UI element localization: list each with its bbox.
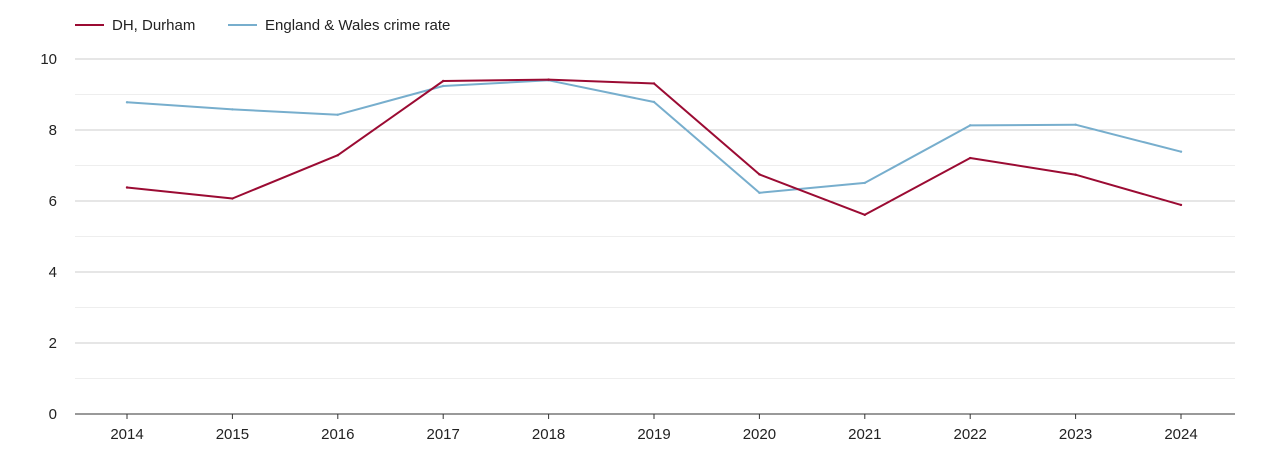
- data-point-durham: [336, 154, 339, 157]
- data-point-durham: [758, 173, 761, 176]
- legend-item-durham: DH, Durham: [75, 17, 195, 34]
- y-tick-label: 6: [49, 193, 57, 210]
- x-tick-label: 2019: [637, 426, 670, 443]
- data-point-england-wales: [1074, 123, 1077, 126]
- y-tick-label: 2: [49, 335, 57, 352]
- series-line-durham: [126, 78, 1182, 216]
- data-point-durham: [652, 82, 656, 85]
- data-point-england-wales: [442, 84, 445, 88]
- x-tick-label: 2023: [1059, 426, 1092, 443]
- x-tick-label: 2015: [216, 426, 249, 443]
- data-point-durham: [863, 213, 866, 217]
- data-point-durham: [231, 197, 234, 200]
- x-tick-label: 2016: [321, 426, 354, 443]
- x-tick-label: 2024: [1164, 426, 1197, 443]
- x-tick-label: 2021: [848, 426, 881, 443]
- legend-label-durham: DH, Durham: [112, 17, 195, 34]
- y-tick-label: 0: [49, 406, 57, 423]
- data-point-england-wales: [969, 124, 972, 127]
- y-axis: 0 2 4 6 8 10: [40, 51, 57, 423]
- x-tick-label: 2022: [954, 426, 987, 443]
- gridlines: [75, 58, 1235, 379]
- series-england-wales: [125, 79, 1183, 195]
- x-tick-label: 2020: [743, 426, 776, 443]
- data-point-durham: [969, 156, 972, 160]
- legend: DH, Durham England & Wales crime rate: [75, 17, 450, 34]
- series-durham: [125, 78, 1183, 217]
- data-point-durham: [442, 79, 445, 83]
- data-point-england-wales: [863, 181, 866, 185]
- data-point-england-wales: [652, 100, 656, 104]
- series-lines: [125, 78, 1183, 217]
- legend-label-england-wales: England & Wales crime rate: [265, 17, 450, 34]
- data-point-england-wales: [1179, 150, 1183, 153]
- x-tick-label: 2014: [110, 426, 143, 443]
- y-tick-label: 8: [49, 122, 57, 139]
- y-tick-label: 10: [40, 51, 57, 68]
- x-tick-label: 2018: [532, 426, 565, 443]
- data-point-england-wales: [231, 108, 234, 111]
- data-point-england-wales: [125, 101, 129, 104]
- y-tick-label: 4: [49, 264, 57, 281]
- data-point-durham: [547, 78, 550, 81]
- legend-item-england-wales: England & Wales crime rate: [228, 17, 450, 34]
- x-axis: 2014 2015 2016 2017 2018 2019 2020 2021 2022 2023…: [75, 413, 1235, 443]
- data-point-durham: [1074, 173, 1077, 176]
- data-point-england-wales: [336, 113, 339, 116]
- data-point-england-wales: [758, 191, 761, 195]
- data-point-durham: [1179, 203, 1183, 207]
- data-point-durham: [125, 186, 129, 189]
- x-tick-label: 2017: [427, 426, 460, 443]
